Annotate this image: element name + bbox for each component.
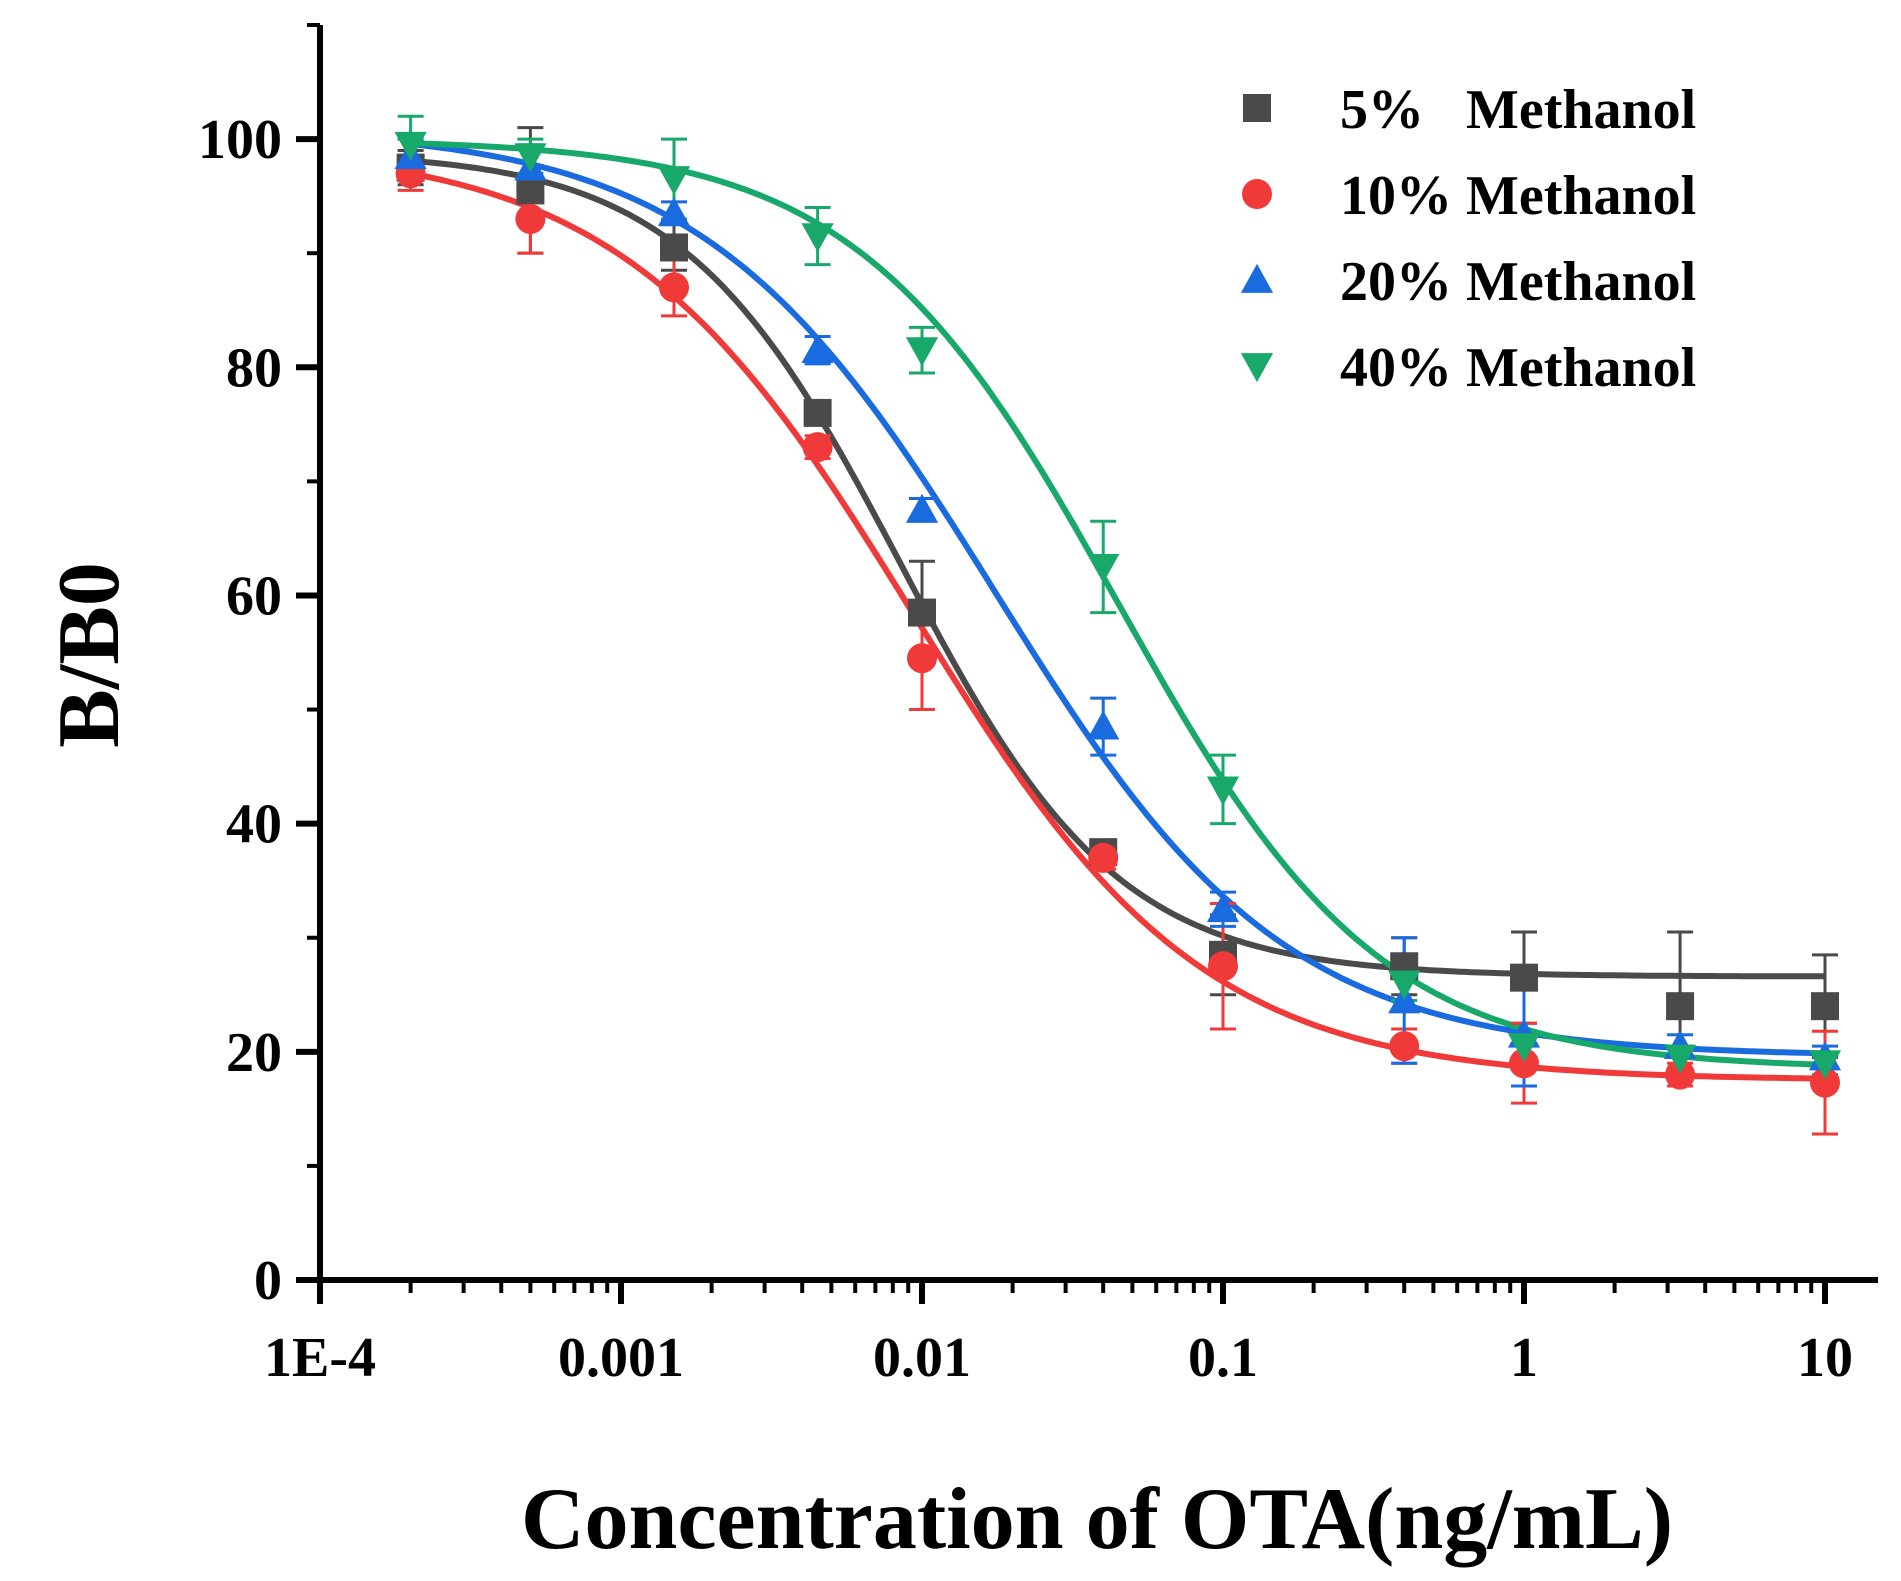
legend-item: 10% Methanol bbox=[1242, 165, 1696, 227]
data-point bbox=[1663, 1044, 1697, 1074]
x-tick-label: 0.01 bbox=[873, 1327, 971, 1389]
fit-curve-3 bbox=[410, 140, 1826, 1068]
data-point bbox=[1808, 1050, 1842, 1080]
legend-marker bbox=[1240, 353, 1274, 383]
data-point bbox=[394, 131, 427, 161]
legend-item: 5% Methanol bbox=[1243, 79, 1696, 141]
data-point bbox=[659, 272, 690, 303]
data-point bbox=[1507, 1033, 1541, 1063]
data-point bbox=[1087, 554, 1120, 584]
data-point bbox=[906, 643, 937, 674]
data-points bbox=[394, 131, 1842, 1098]
x-tick-label: 0.001 bbox=[558, 1327, 684, 1389]
data-point bbox=[1666, 992, 1695, 1021]
y-tick-label: 0 bbox=[254, 1250, 282, 1312]
data-point bbox=[516, 176, 545, 205]
y-tick-label: 60 bbox=[226, 565, 282, 627]
y-tick-label: 80 bbox=[226, 337, 282, 399]
y-tick-label: 100 bbox=[198, 109, 282, 171]
data-point bbox=[1088, 842, 1119, 873]
data-point bbox=[801, 334, 834, 364]
x-tick-label: 1E-4 bbox=[264, 1327, 376, 1389]
data-point bbox=[802, 432, 833, 463]
x-axis-title: Concentration of OTA(ng/mL) bbox=[521, 1471, 1673, 1568]
y-axis: 0 20 40 60 80 100 bbox=[198, 23, 323, 1312]
data-point bbox=[1388, 970, 1421, 1000]
fit-curves bbox=[410, 140, 1826, 1082]
data-point bbox=[1087, 710, 1120, 740]
x-tick-label: 1 bbox=[1510, 1327, 1538, 1389]
fit-curve-1 bbox=[410, 170, 1826, 1082]
data-point bbox=[905, 337, 939, 367]
legend-label: 40% Methanol bbox=[1340, 337, 1696, 399]
legend: 5% Methanol 10% Methanol 20% Methanol 40% M… bbox=[1240, 79, 1696, 399]
x-tick-label: 0.1 bbox=[1188, 1327, 1258, 1389]
data-point bbox=[1389, 1031, 1420, 1062]
data-point bbox=[1206, 776, 1240, 806]
legend-marker bbox=[1242, 179, 1272, 209]
data-point bbox=[1206, 893, 1240, 923]
legend-label: 5% Methanol bbox=[1340, 79, 1696, 141]
data-point bbox=[1508, 1048, 1539, 1079]
y-axis-title: B/B0 bbox=[41, 562, 138, 748]
legend-label: 10% Methanol bbox=[1340, 165, 1696, 227]
data-point bbox=[657, 197, 691, 227]
data-point bbox=[1665, 1059, 1696, 1090]
data-point bbox=[514, 143, 547, 173]
fit-curve-2 bbox=[410, 141, 1826, 1057]
data-point bbox=[657, 166, 691, 196]
data-point bbox=[1809, 1067, 1840, 1098]
legend-label: 20% Methanol bbox=[1340, 251, 1696, 313]
legend-item: 40% Methanol bbox=[1240, 337, 1696, 399]
legend-item: 20% Methanol bbox=[1240, 251, 1696, 313]
legend-marker bbox=[1243, 94, 1271, 122]
data-point bbox=[803, 398, 832, 427]
data-point bbox=[660, 233, 689, 262]
data-point bbox=[1509, 963, 1538, 992]
y-tick-label: 40 bbox=[226, 794, 282, 856]
data-point bbox=[1207, 951, 1238, 982]
legend-marker bbox=[1240, 263, 1274, 293]
data-point bbox=[905, 493, 939, 523]
data-point bbox=[801, 223, 834, 253]
x-axis: 1E-4 0.001 0.01 0.1 1 10 bbox=[264, 1277, 1878, 1389]
data-point bbox=[515, 203, 546, 234]
data-point bbox=[907, 598, 936, 627]
x-tick-label: 10 bbox=[1797, 1327, 1853, 1389]
fit-curve-0 bbox=[410, 157, 1825, 980]
data-point bbox=[1810, 992, 1839, 1021]
y-tick-label: 20 bbox=[226, 1022, 282, 1084]
